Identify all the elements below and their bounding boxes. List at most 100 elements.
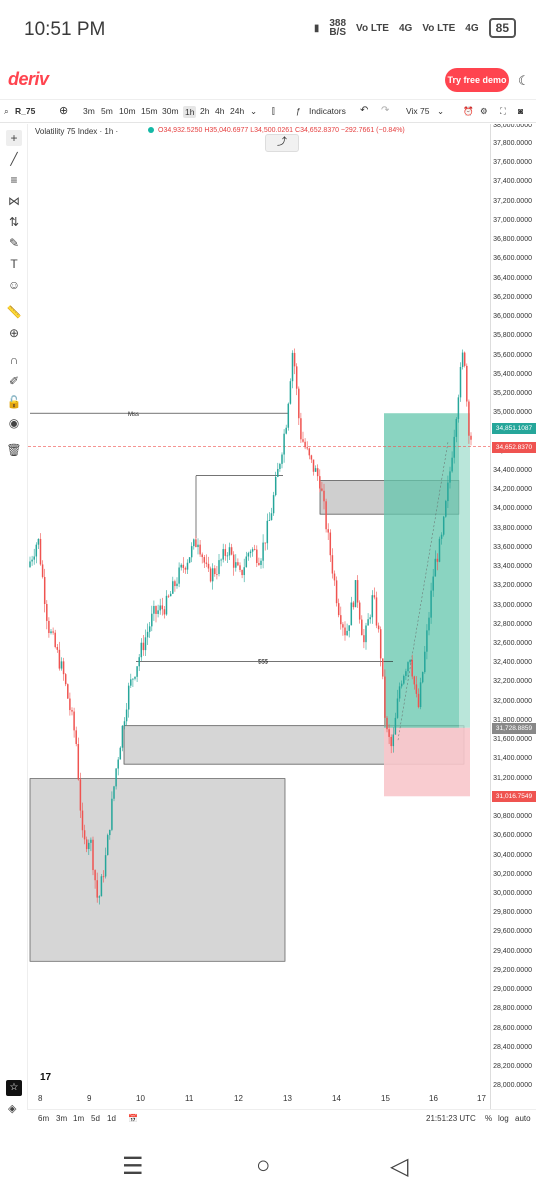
candle-body xyxy=(193,539,195,547)
candle-body xyxy=(247,553,250,557)
recent-apps-icon[interactable]: ☰ xyxy=(122,1153,144,1180)
candle-body xyxy=(277,468,279,477)
eye-icon[interactable]: ◉ xyxy=(8,416,20,430)
magnet-icon[interactable]: ∩ xyxy=(9,353,19,367)
tradingview-logo[interactable]: 17 xyxy=(40,1072,52,1083)
timeframe-15m[interactable]: 15m xyxy=(141,106,158,116)
home-icon[interactable]: ○ xyxy=(256,1152,271,1179)
add-symbol-icon[interactable]: ⊕ xyxy=(59,105,69,117)
candle-body xyxy=(319,476,321,489)
indicators-button[interactable]: Indicators xyxy=(309,106,346,116)
candle-body xyxy=(287,403,290,428)
candle-body xyxy=(35,544,38,557)
calendar-icon[interactable]: 📅 xyxy=(128,1114,138,1123)
candle-body xyxy=(151,613,153,627)
range-5d[interactable]: 5d xyxy=(91,1114,100,1123)
emoji-icon[interactable]: ☺ xyxy=(7,278,21,292)
alert-clock-icon[interactable]: ⏰ xyxy=(463,106,474,116)
candle-body xyxy=(428,617,430,631)
lock-icon[interactable]: 🔓 xyxy=(6,395,22,409)
time-axis[interactable]: 8 9 10 11 12 13 14 15 16 17 xyxy=(28,1090,490,1108)
text-icon[interactable]: T xyxy=(10,257,18,271)
zoom-in-icon[interactable]: ⊕ xyxy=(8,326,20,340)
candle-body xyxy=(308,448,311,456)
brush-icon[interactable]: ✎ xyxy=(8,236,20,250)
deriv-logo[interactable]: deriv xyxy=(8,69,49,89)
compare-symbol[interactable]: Vix 75 xyxy=(406,106,430,116)
candle-body xyxy=(235,562,237,568)
undo-icon[interactable]: ↶ xyxy=(360,105,369,116)
price-label: 35,000.0000 xyxy=(493,409,532,417)
candle-body xyxy=(209,568,212,582)
candle-body xyxy=(230,547,233,555)
theme-toggle-icon[interactable]: ☾ xyxy=(518,73,530,88)
candle-body xyxy=(306,447,308,449)
layers-icon[interactable]: ◈ xyxy=(8,1103,17,1115)
lock-drawing-icon[interactable]: ✐ xyxy=(8,374,20,388)
crosshair-icon[interactable]: + xyxy=(6,130,22,146)
compare-chevron-icon[interactable]: ⌄ xyxy=(437,106,445,116)
timeframe-24h[interactable]: 24h xyxy=(230,106,245,116)
price-label: 33,400.0000 xyxy=(493,563,532,571)
candle-body xyxy=(445,501,447,517)
camera-icon[interactable]: ◙ xyxy=(518,106,524,116)
range-1m[interactable]: 1m xyxy=(73,1114,85,1123)
favorites-star-icon[interactable]: ☆ xyxy=(6,1080,22,1096)
date-label: 17 xyxy=(477,1094,486,1103)
candle-body xyxy=(283,433,285,455)
candle-body xyxy=(415,684,418,694)
candle-body xyxy=(424,651,426,673)
target-price-tag: 34,851.1087 xyxy=(492,422,536,434)
try-free-demo-button[interactable]: Try free demo xyxy=(445,68,509,92)
utc-time: 21:51:23 UTC xyxy=(426,1114,476,1123)
trend-drawing-icon[interactable]: ⤴ xyxy=(265,134,299,152)
candle-body xyxy=(340,615,342,625)
candlestick-chart[interactable]: Mss $$$ xyxy=(28,124,490,1109)
fx-icon[interactable]: ƒ xyxy=(296,106,301,116)
range-3m[interactable]: 3m xyxy=(56,1114,68,1123)
range-1d[interactable]: 1d xyxy=(107,1114,116,1123)
chevron-down-icon[interactable]: ⌄ xyxy=(250,106,258,116)
fib-icon[interactable]: ≡ xyxy=(10,173,18,187)
candle-body xyxy=(157,610,159,614)
search-icon[interactable]: ⌕ xyxy=(4,106,9,116)
price-label: 29,600.0000 xyxy=(493,928,532,936)
candle-body xyxy=(85,839,88,850)
candles-icon[interactable]: ⫿ xyxy=(272,106,275,116)
candle-body xyxy=(369,617,371,620)
candle-body xyxy=(421,672,424,683)
candle-body xyxy=(323,490,325,502)
candle-body xyxy=(195,539,197,548)
candle-body xyxy=(130,679,132,686)
pattern-icon[interactable]: ⋈ xyxy=(8,194,20,208)
price-axis[interactable]: 38,000.0000 37,800.0000 37,600.0000 37,400.… xyxy=(490,124,536,1109)
timeframe-5m[interactable]: 5m xyxy=(101,106,113,116)
candle-body xyxy=(314,468,317,472)
timeframe-4h[interactable]: 4h xyxy=(215,106,225,116)
redo-icon[interactable]: ↷ xyxy=(381,105,390,116)
timeframe-3m[interactable]: 3m xyxy=(83,106,95,116)
candle-body xyxy=(426,630,428,652)
ruler-icon[interactable]: 📏 xyxy=(6,305,22,319)
trash-icon[interactable]: 🗑 xyxy=(6,443,22,457)
status-icons: ▮ 388 B/S Vo LTE 4G Vo LTE 4G 85 xyxy=(314,18,516,38)
timeframe-10m[interactable]: 10m xyxy=(119,106,136,116)
mss-label: Mss xyxy=(128,412,139,418)
timeframe-2h[interactable]: 2h xyxy=(200,106,210,116)
auto-toggle[interactable]: auto xyxy=(515,1114,531,1123)
percent-toggle[interactable]: % xyxy=(485,1114,493,1123)
timeframe-1h[interactable]: 1h xyxy=(183,106,197,118)
candle-body xyxy=(365,625,367,643)
timeframe-30m[interactable]: 30m xyxy=(162,106,179,116)
prediction-icon[interactable]: ⇅ xyxy=(8,215,20,229)
symbol-search[interactable]: R_75 xyxy=(15,106,36,116)
range-6m[interactable]: 6m xyxy=(38,1114,50,1123)
trendline-icon[interactable]: ╱ xyxy=(10,152,18,166)
fullscreen-icon[interactable]: ⛶ xyxy=(500,106,506,116)
back-icon[interactable]: ◁ xyxy=(390,1153,409,1180)
candle-body xyxy=(79,779,82,811)
chart-canvas[interactable]: Mss $$$ xyxy=(28,124,490,1109)
settings-icon[interactable]: ⚙ xyxy=(480,106,488,116)
log-toggle[interactable]: log xyxy=(498,1114,509,1123)
date-label: 11 xyxy=(185,1094,194,1103)
